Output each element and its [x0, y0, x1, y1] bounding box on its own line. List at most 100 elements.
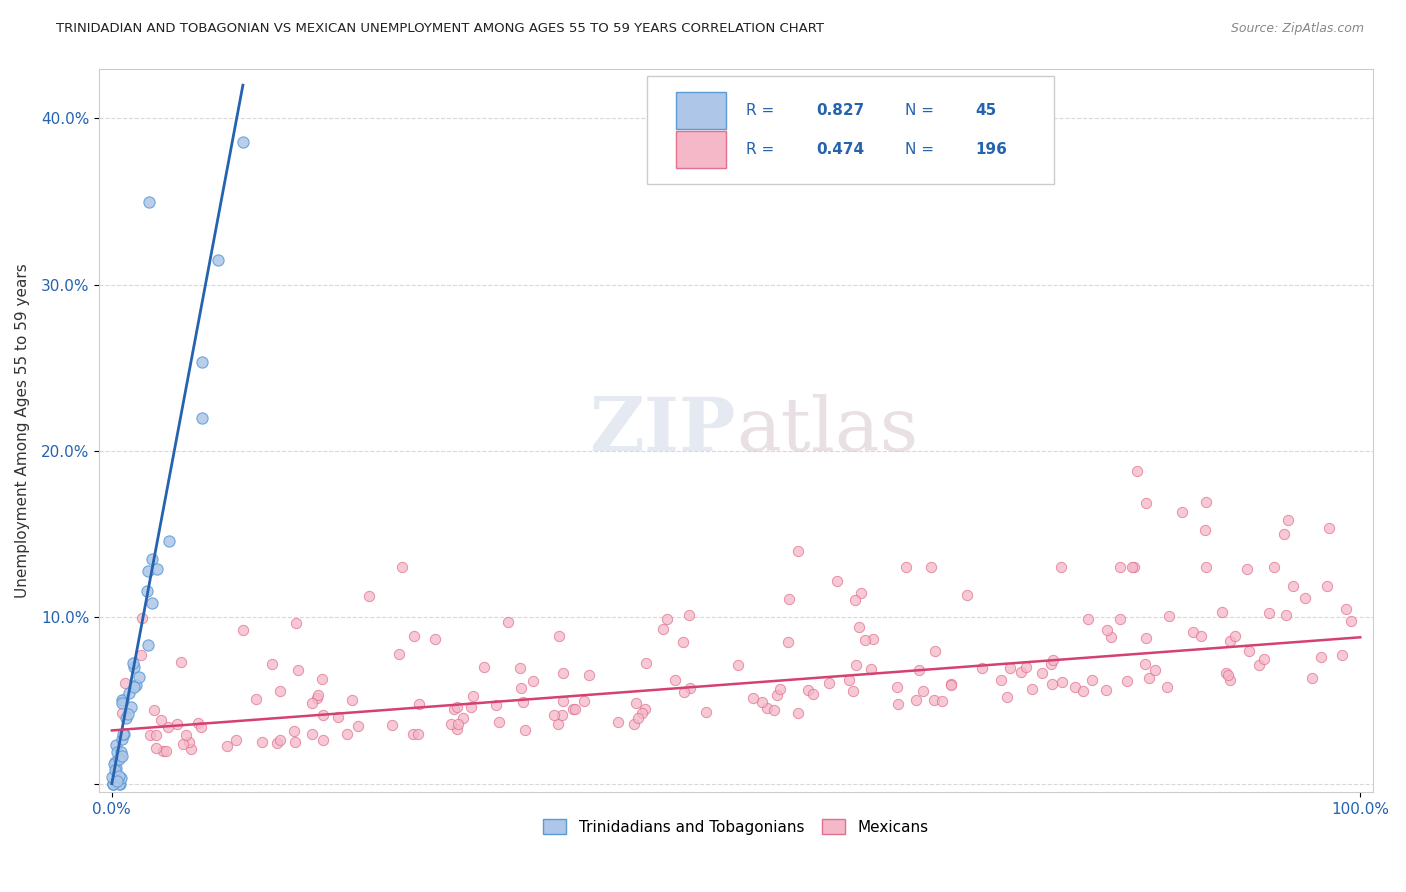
FancyBboxPatch shape — [676, 92, 725, 129]
Point — [1195, 495, 1218, 509]
Point — [1237, 644, 1260, 658]
Point — [328, 710, 350, 724]
Point — [1021, 682, 1043, 697]
Point — [672, 635, 695, 649]
Point — [1143, 663, 1166, 677]
Point — [269, 684, 291, 698]
FancyBboxPatch shape — [647, 76, 1054, 185]
Point — [301, 727, 323, 741]
Point — [664, 673, 686, 688]
Point — [907, 664, 929, 678]
Point — [453, 711, 475, 725]
Point — [1031, 665, 1053, 680]
Point — [131, 610, 153, 624]
Point — [125, 678, 148, 692]
Point — [578, 668, 600, 682]
Point — [461, 689, 484, 703]
Point — [769, 682, 792, 697]
Point — [174, 728, 197, 742]
Point — [551, 694, 574, 708]
Point — [122, 681, 145, 695]
Point — [496, 615, 519, 630]
Text: 0.827: 0.827 — [817, 103, 865, 118]
Point — [117, 706, 139, 721]
Point — [801, 687, 824, 701]
Point — [284, 734, 307, 748]
Point — [110, 749, 132, 764]
Y-axis label: Unemployment Among Ages 55 to 59 years: Unemployment Among Ages 55 to 59 years — [15, 263, 30, 598]
Point — [402, 629, 425, 643]
Point — [623, 716, 645, 731]
Point — [1133, 657, 1156, 672]
Point — [101, 777, 124, 791]
Point — [1317, 521, 1340, 535]
Point — [110, 745, 132, 759]
Point — [887, 698, 910, 712]
Point — [170, 655, 193, 669]
Point — [844, 593, 866, 607]
Point — [1122, 560, 1144, 574]
Point — [114, 710, 136, 724]
Point — [1316, 579, 1339, 593]
Point — [998, 661, 1021, 675]
Point — [190, 410, 212, 425]
Point — [380, 718, 402, 732]
Point — [252, 735, 274, 749]
Point — [848, 620, 870, 634]
Point — [266, 736, 288, 750]
Point — [1263, 560, 1285, 574]
Point — [515, 723, 537, 737]
Point — [1109, 560, 1132, 574]
Point — [912, 684, 935, 698]
Text: Source: ZipAtlas.com: Source: ZipAtlas.com — [1230, 22, 1364, 36]
Point — [1253, 652, 1275, 666]
Point — [1121, 560, 1143, 574]
Point — [215, 739, 238, 754]
Point — [307, 691, 329, 706]
Point — [101, 770, 124, 784]
Point — [391, 560, 413, 574]
Point — [1135, 631, 1157, 645]
Point — [631, 706, 654, 720]
Point — [1301, 671, 1323, 685]
Point — [509, 661, 531, 675]
Point — [287, 664, 309, 678]
Point — [778, 592, 800, 607]
Point — [1215, 665, 1237, 680]
Point — [1219, 634, 1241, 648]
Text: ZIP: ZIP — [589, 393, 735, 467]
Point — [970, 661, 993, 675]
Point — [187, 716, 209, 731]
Point — [152, 744, 174, 758]
Point — [1156, 680, 1178, 694]
Point — [472, 660, 495, 674]
Text: 0.474: 0.474 — [817, 142, 865, 157]
Point — [787, 706, 810, 720]
Point — [1272, 526, 1295, 541]
Point — [408, 698, 430, 712]
Point — [1257, 606, 1279, 620]
Point — [1109, 611, 1132, 625]
Point — [1099, 631, 1122, 645]
Point — [941, 678, 963, 692]
Point — [673, 685, 696, 699]
Point — [105, 738, 128, 752]
Point — [755, 701, 778, 715]
Point — [388, 647, 411, 661]
Point — [1126, 464, 1149, 478]
Point — [283, 723, 305, 738]
Point — [512, 695, 534, 709]
Point — [225, 733, 247, 747]
Point — [1277, 513, 1299, 527]
Point — [423, 632, 446, 647]
Point — [340, 692, 363, 706]
Point — [145, 741, 167, 756]
Point — [1050, 674, 1073, 689]
Point — [488, 715, 510, 730]
Point — [107, 773, 129, 788]
Point — [548, 629, 571, 643]
Point — [678, 607, 700, 622]
Point — [145, 728, 167, 742]
Point — [141, 596, 163, 610]
Point — [853, 633, 876, 648]
